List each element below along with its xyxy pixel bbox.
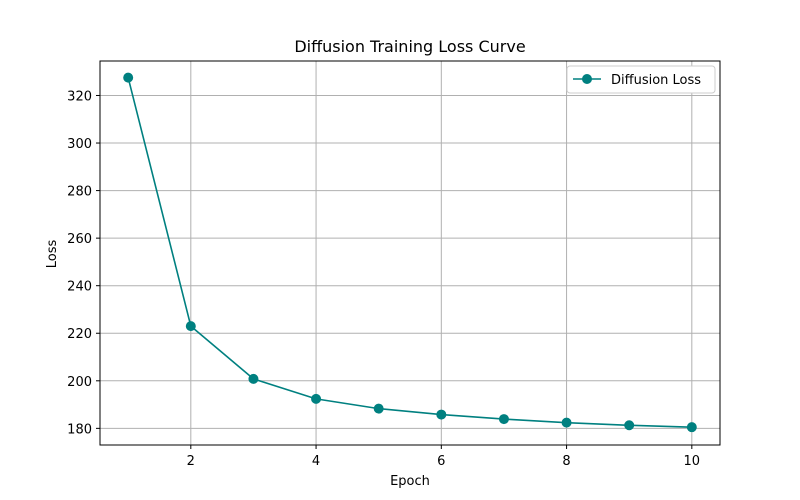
x-tick-label: 6 <box>437 454 445 469</box>
grid <box>100 61 720 445</box>
series-line <box>127 77 692 428</box>
legend-marker <box>582 74 592 84</box>
y-tick-label: 300 <box>67 137 92 152</box>
plot-frame <box>99 60 721 446</box>
x-tick-label: 8 <box>562 454 570 469</box>
y-tick-label: 240 <box>67 280 92 295</box>
x-tick-label: 2 <box>187 454 195 469</box>
x-tick-label: 4 <box>312 454 320 469</box>
y-tick-label: 180 <box>67 422 92 437</box>
chart-title: Diffusion Training Loss Curve <box>294 37 525 56</box>
x-tick-label: 10 <box>684 454 701 469</box>
data-point <box>123 72 134 83</box>
y-tick-label: 200 <box>67 375 92 390</box>
legend-box <box>566 65 716 94</box>
series-layer <box>123 72 697 433</box>
data-point <box>561 417 572 428</box>
axis-ticks: 2 4 6 8 10 180 200 220 240 260 280 300 320 <box>67 89 700 469</box>
y-tick-label: 280 <box>67 185 92 200</box>
data-point <box>248 373 259 384</box>
y-tick-label: 220 <box>67 327 92 342</box>
y-axis-label: Loss <box>45 240 60 269</box>
legend: Diffusion Loss <box>566 65 716 94</box>
y-tick-label: 320 <box>67 89 92 104</box>
data-point <box>436 409 447 420</box>
data-point <box>624 420 635 431</box>
data-point <box>498 414 509 425</box>
data-point <box>373 403 384 414</box>
y-tick-label: 260 <box>67 232 92 247</box>
x-axis-label: Epoch <box>390 474 430 489</box>
data-point <box>185 321 196 332</box>
data-point <box>686 422 697 433</box>
legend-entry-diffusion-loss: Diffusion Loss <box>611 73 701 88</box>
data-point <box>311 393 322 404</box>
